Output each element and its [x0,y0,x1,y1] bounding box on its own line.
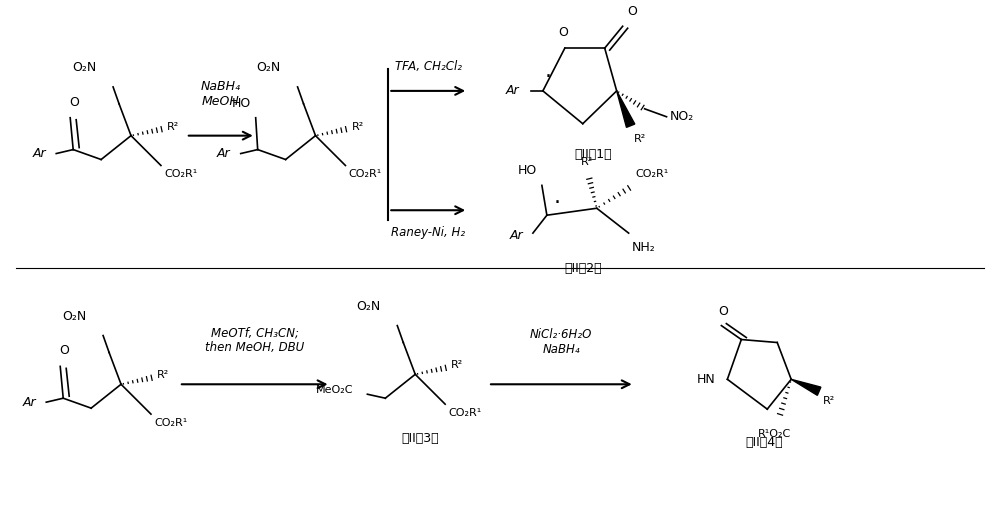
Text: HO: HO [231,97,251,110]
Text: O₂N: O₂N [72,61,96,74]
Text: O: O [718,305,728,318]
Text: NO₂: NO₂ [670,110,694,123]
Text: ·: · [553,193,560,213]
Text: NH₂: NH₂ [632,241,655,254]
Text: R¹O₂C: R¹O₂C [758,429,791,439]
Text: Raney-Ni, H₂: Raney-Ni, H₂ [391,226,465,239]
Text: R²: R² [823,396,835,406]
Text: O₂N: O₂N [256,61,281,74]
Text: CO₂R¹: CO₂R¹ [154,418,187,428]
Text: R²: R² [167,122,179,132]
Text: O₂N: O₂N [356,300,380,313]
Text: ·: · [544,67,551,87]
Text: HO: HO [518,164,537,177]
Text: TFA, CH₂Cl₂: TFA, CH₂Cl₂ [395,60,462,73]
Polygon shape [791,379,821,395]
Text: MeO₂C: MeO₂C [316,385,353,395]
Text: CO₂R¹: CO₂R¹ [348,169,382,179]
Text: CO₂R¹: CO₂R¹ [164,169,197,179]
Text: R²: R² [351,122,364,132]
Text: 式II（2）: 式II（2） [564,262,602,275]
Text: MeOTf, CH₃CN;
then MeOH, DBU: MeOTf, CH₃CN; then MeOH, DBU [205,327,304,354]
Text: R²: R² [581,158,593,167]
Text: R²: R² [157,370,169,380]
Text: O: O [59,344,69,357]
Text: Ar: Ar [23,395,36,409]
Text: O₂N: O₂N [62,310,86,322]
Text: O: O [628,5,638,18]
Text: CO₂R¹: CO₂R¹ [448,408,481,418]
Text: NaBH₄
MeOH: NaBH₄ MeOH [201,80,241,108]
Text: Ar: Ar [217,147,231,160]
Text: 式II（1）: 式II（1） [574,148,612,161]
Polygon shape [617,91,635,127]
Text: 式II（3）: 式II（3） [401,432,439,445]
Text: Ar: Ar [33,147,46,160]
Text: 式II（4）: 式II（4） [745,436,783,449]
Text: Ar: Ar [505,84,519,97]
Text: O: O [558,26,568,39]
Text: CO₂R¹: CO₂R¹ [636,169,669,179]
Text: HN: HN [697,373,715,386]
Text: NiCl₂·6H₂O
NaBH₄: NiCl₂·6H₂O NaBH₄ [530,329,593,356]
Text: Ar: Ar [509,229,523,242]
Text: R²: R² [451,360,463,371]
Text: O: O [69,96,79,109]
Text: R²: R² [634,134,646,143]
